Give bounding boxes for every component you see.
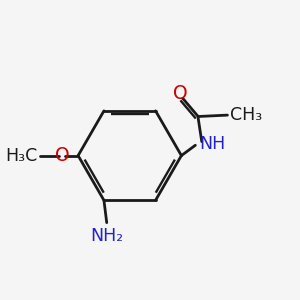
Text: H₃C: H₃C bbox=[5, 147, 38, 165]
Text: NH: NH bbox=[200, 135, 226, 153]
Text: NH₂: NH₂ bbox=[90, 227, 123, 245]
Text: O: O bbox=[173, 84, 188, 103]
Text: O: O bbox=[56, 146, 70, 165]
Text: CH₃: CH₃ bbox=[230, 106, 262, 124]
